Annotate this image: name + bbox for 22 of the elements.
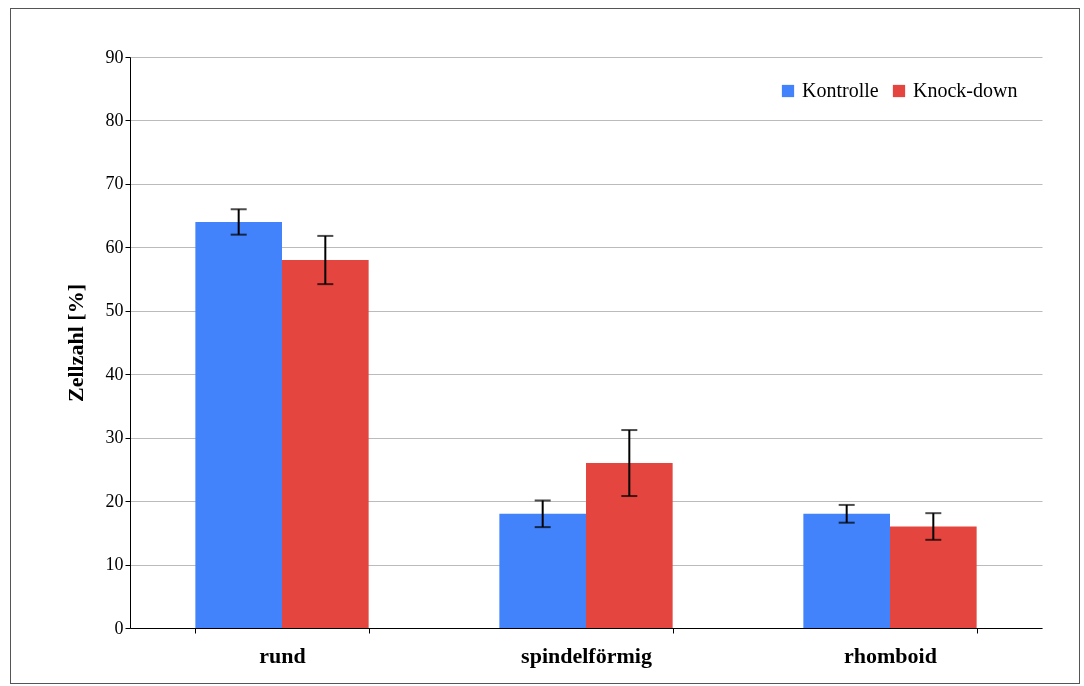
bar: [499, 513, 586, 628]
x-tick-label: rund: [259, 642, 306, 668]
y-tick-label: 40: [105, 363, 124, 384]
y-tick-label: 90: [105, 46, 124, 67]
y-axis-title: Zellzahl [%]: [62, 284, 88, 402]
y-tick-label: 60: [105, 236, 124, 257]
legend-label: Kontrolle: [802, 79, 879, 101]
bar: [890, 526, 977, 628]
y-tick-label: 50: [105, 300, 124, 321]
bar: [282, 260, 369, 628]
legend-label: Knock-down: [913, 79, 1018, 101]
y-tick-label: 70: [105, 173, 124, 194]
x-tick-label: spindelförmig: [521, 642, 652, 668]
y-tick-label: 30: [105, 427, 124, 448]
bar: [586, 463, 673, 628]
y-tick-label: 80: [105, 109, 124, 130]
bar: [803, 513, 890, 628]
y-tick-label: 20: [105, 490, 124, 511]
y-tick-label: 0: [114, 617, 124, 638]
bar: [195, 221, 282, 628]
x-tick-label: rhomboid: [844, 642, 937, 668]
y-tick-label: 10: [105, 554, 124, 575]
